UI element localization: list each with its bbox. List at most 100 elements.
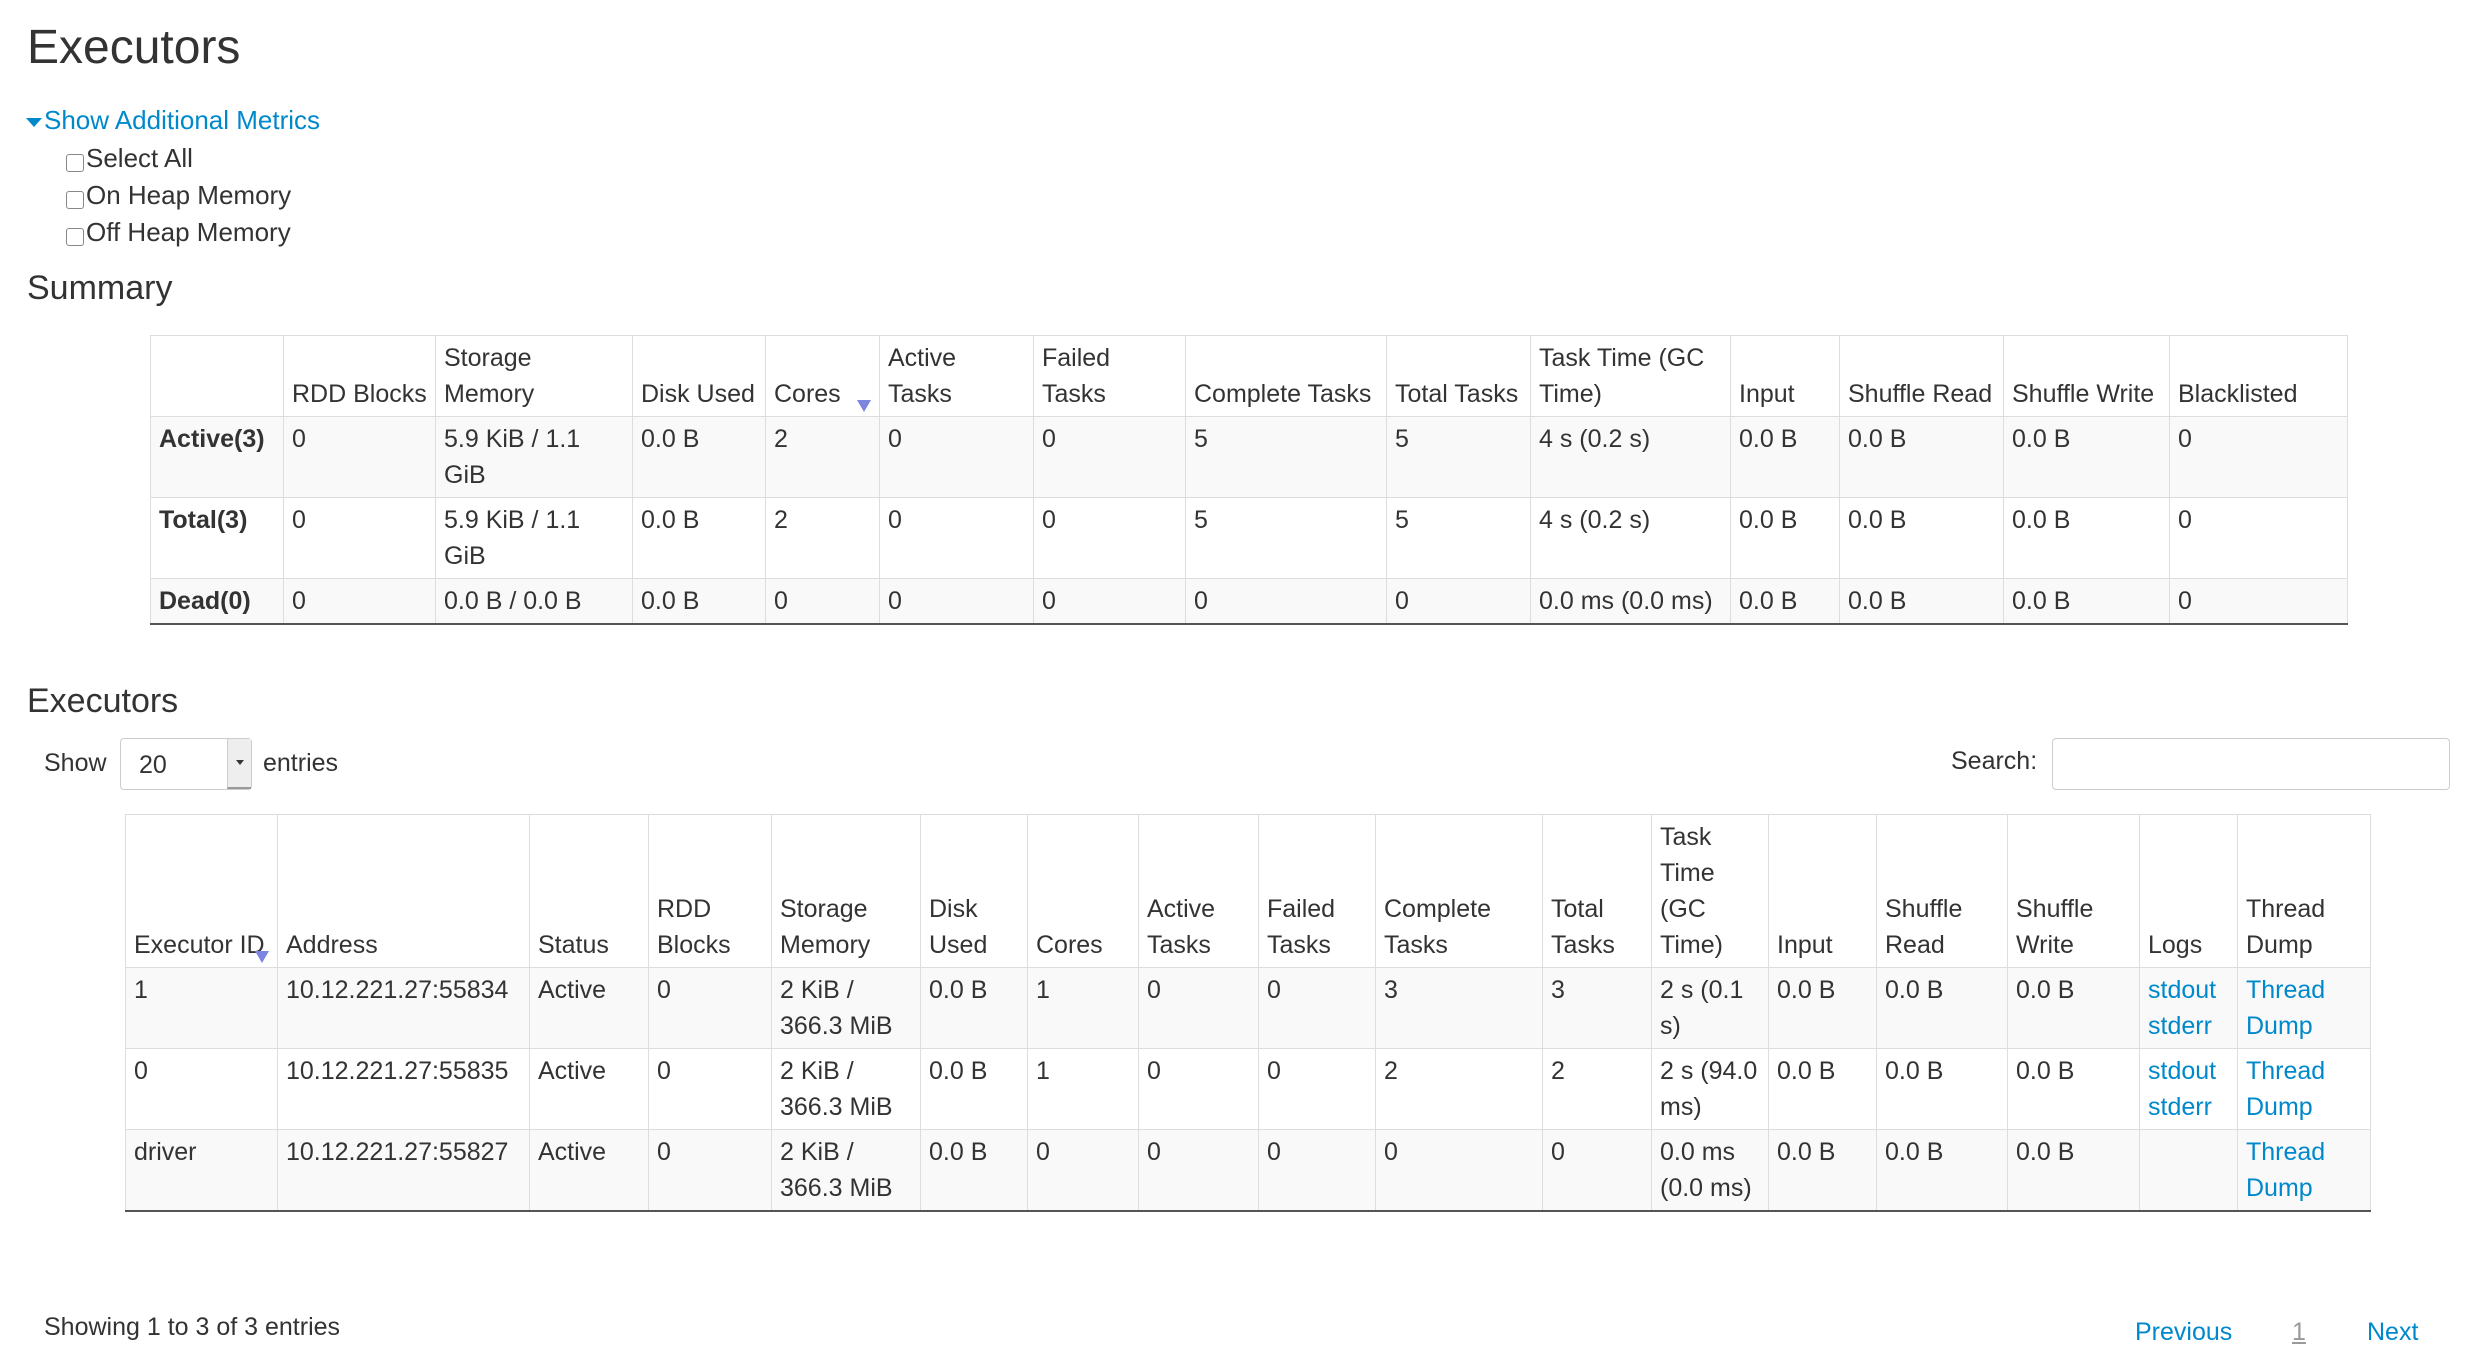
header-label: Executor ID — [134, 931, 265, 959]
header-label: Thread Dump — [2246, 895, 2326, 959]
checkbox[interactable] — [66, 191, 84, 209]
show-additional-metrics-toggle[interactable]: Show Additional Metrics — [26, 102, 320, 138]
cell-failed-tasks: 0 — [1258, 1048, 1376, 1130]
column-header-storage-memory[interactable]: Storage Memory — [771, 814, 921, 968]
option-label: Off Heap Memory — [86, 217, 291, 247]
column-header-rdd-blocks[interactable]: RDD Blocks — [648, 814, 772, 968]
column-header-input[interactable]: Input — [1730, 335, 1840, 417]
caret-down-icon — [26, 117, 42, 127]
dropdown-arrow-icon[interactable] — [227, 739, 251, 789]
summary-table: RDD Blocks Storage Memory Disk Used Cores Ac… — [150, 335, 2348, 625]
cell-task-time-gc-time: 2 s (0.1 s) — [1651, 967, 1769, 1049]
pagination-previous[interactable]: Previous — [2135, 1318, 2233, 1346]
column-header-rdd-blocks[interactable]: RDD Blocks — [283, 335, 436, 417]
page-size-select[interactable]: 20 — [120, 738, 252, 790]
header-label: Complete Tasks — [1194, 380, 1372, 408]
header-label: Input — [1777, 931, 1833, 959]
column-header-blank — [150, 335, 284, 417]
cell-storage-memory: 2 KiB / 366.3 MiB — [771, 1048, 921, 1130]
column-header-shuffle-read[interactable]: Shuffle Read — [1839, 335, 2004, 417]
column-header-task-time-gc-time[interactable]: Task Time (GC Time) — [1651, 814, 1769, 968]
column-header-logs[interactable]: Logs — [2139, 814, 2238, 968]
cell-shuffle-read: 0.0 B — [1876, 1048, 2008, 1130]
column-header-blacklisted[interactable]: Blacklisted — [2169, 335, 2348, 417]
cell-address: 10.12.221.27:55834 — [277, 967, 530, 1049]
log-link-stderr[interactable]: stderr — [2148, 1093, 2212, 1121]
cell-input: 0.0 B — [1768, 1048, 1877, 1130]
column-header-thread-dump[interactable]: Thread Dump — [2237, 814, 2371, 968]
header-label: Cores — [774, 380, 841, 408]
column-header-status[interactable]: Status — [529, 814, 649, 968]
column-header-cores[interactable]: Cores — [1027, 814, 1139, 968]
column-header-executor-id[interactable]: Executor ID — [125, 814, 278, 968]
header-label: Task Time (GC Time) — [1539, 344, 1705, 408]
cell-complete-tasks: 2 — [1375, 1048, 1543, 1130]
log-link-stdout[interactable]: stdout — [2148, 976, 2217, 1004]
column-header-shuffle-read[interactable]: Shuffle Read — [1876, 814, 2008, 968]
column-header-complete-tasks[interactable]: Complete Tasks — [1375, 814, 1543, 968]
cell-failed-tasks: 0 — [1033, 416, 1186, 498]
column-header-failed-tasks[interactable]: Failed Tasks — [1033, 335, 1186, 417]
column-header-storage-memory[interactable]: Storage Memory — [435, 335, 633, 417]
cell-task-time-gc-time: 4 s (0.2 s) — [1530, 416, 1731, 498]
header-label: Storage Memory — [444, 344, 535, 408]
pagination-next[interactable]: Next — [2367, 1318, 2419, 1346]
cell-complete-tasks: 0 — [1375, 1129, 1543, 1212]
pagination-page-1[interactable]: 1 — [2292, 1318, 2306, 1346]
header-label: Status — [538, 931, 609, 959]
summary-heading: Summary — [27, 269, 173, 307]
log-link-stdout[interactable]: stdout — [2148, 1057, 2217, 1085]
executors-table: Executor ID Address Status RDD Blocks Storag… — [125, 814, 2371, 1212]
column-header-shuffle-write[interactable]: Shuffle Write — [2003, 335, 2170, 417]
cell-storage-memory: 0.0 B / 0.0 B — [435, 578, 633, 625]
cell-address: 10.12.221.27:55827 — [277, 1129, 530, 1212]
header-label: Total Tasks — [1395, 380, 1519, 408]
column-header-address[interactable]: Address — [277, 814, 530, 968]
header-label: Shuffle Read — [1848, 380, 1993, 408]
cell-task-time-gc-time: 0.0 ms (0.0 ms) — [1530, 578, 1731, 625]
column-header-shuffle-write[interactable]: Shuffle Write — [2007, 814, 2140, 968]
metrics-toggle-label: Show Additional Metrics — [44, 105, 321, 135]
cell-logs: stdout stderr — [2139, 1048, 2238, 1130]
cell-disk-used: 0.0 B — [920, 1129, 1028, 1212]
sort-desc-icon — [255, 951, 269, 963]
search-input[interactable] — [2052, 738, 2450, 790]
cell-logs — [2139, 1129, 2238, 1212]
header-label: Complete Tasks — [1384, 895, 1491, 959]
cell-active-tasks: 0 — [1138, 1048, 1259, 1130]
cell-thread-dump: Thread Dump — [2237, 1048, 2371, 1130]
column-header-total-tasks[interactable]: Total Tasks — [1386, 335, 1531, 417]
cell-shuffle-write: 0.0 B — [2007, 967, 2140, 1049]
column-header-cores[interactable]: Cores — [765, 335, 880, 417]
thread-dump-link[interactable]: Thread Dump — [2246, 976, 2326, 1040]
metric-option-select-all[interactable]: Select All — [66, 141, 193, 175]
thread-dump-link[interactable]: Thread Dump — [2246, 1057, 2326, 1121]
column-header-disk-used[interactable]: Disk Used — [920, 814, 1028, 968]
header-label: RDD Blocks — [657, 895, 731, 959]
cell-total-tasks: 3 — [1542, 967, 1652, 1049]
thread-dump-link[interactable]: Thread Dump — [2246, 1138, 2326, 1202]
cell-thread-dump: Thread Dump — [2237, 967, 2371, 1049]
column-header-disk-used[interactable]: Disk Used — [632, 335, 766, 417]
column-header-failed-tasks[interactable]: Failed Tasks — [1258, 814, 1376, 968]
column-header-task-time-gc-time[interactable]: Task Time (GC Time) — [1530, 335, 1731, 417]
cell-blacklisted: 0 — [2169, 497, 2348, 579]
page-size-value: 20 — [139, 751, 167, 779]
cell-rdd-blocks: 0 — [283, 416, 436, 498]
sort-desc-icon — [857, 400, 871, 412]
header-label: Logs — [2148, 931, 2203, 959]
checkbox[interactable] — [66, 228, 84, 246]
metric-option-off-heap-memory[interactable]: Off Heap Memory — [66, 215, 291, 249]
column-header-active-tasks[interactable]: Active Tasks — [1138, 814, 1259, 968]
column-header-active-tasks[interactable]: Active Tasks — [879, 335, 1034, 417]
cell-cores: 0 — [1027, 1129, 1139, 1212]
column-header-complete-tasks[interactable]: Complete Tasks — [1185, 335, 1387, 417]
log-link-stderr[interactable]: stderr — [2148, 1012, 2212, 1040]
cell-total-tasks: 2 — [1542, 1048, 1652, 1130]
column-header-input[interactable]: Input — [1768, 814, 1877, 968]
column-header-total-tasks[interactable]: Total Tasks — [1542, 814, 1652, 968]
header-label: Shuffle Write — [2012, 380, 2155, 408]
checkbox[interactable] — [66, 154, 84, 172]
metric-option-on-heap-memory[interactable]: On Heap Memory — [66, 178, 291, 212]
